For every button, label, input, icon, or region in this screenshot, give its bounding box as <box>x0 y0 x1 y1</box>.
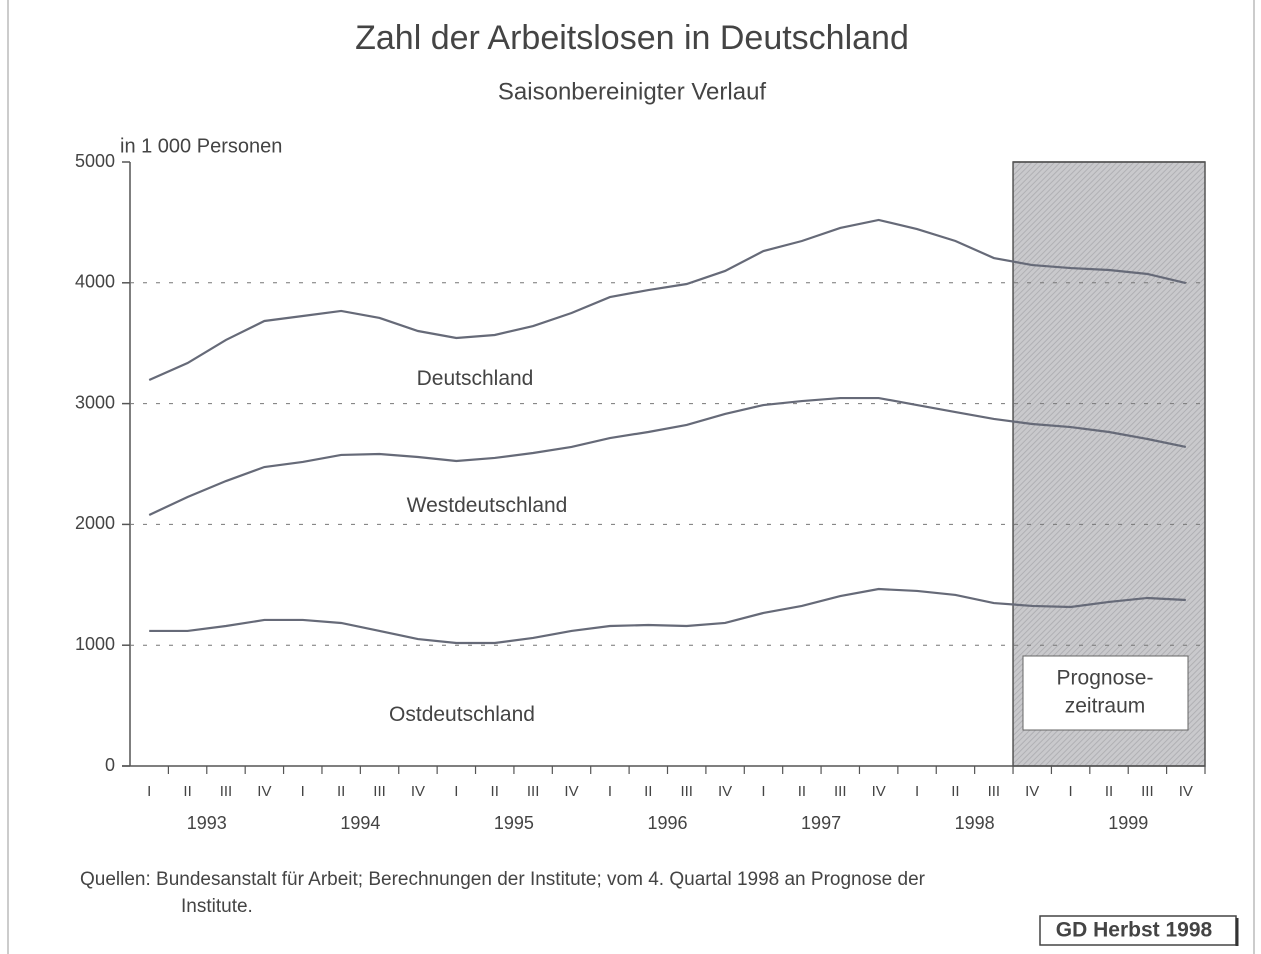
x-tick-label: I <box>454 783 458 800</box>
x-tick-label: III <box>527 783 540 800</box>
forecast-label: Prognose- <box>1057 667 1154 690</box>
x-tick-label: IV <box>872 783 886 800</box>
y-tick-label: 2000 <box>75 513 115 533</box>
x-tick-label: III <box>220 783 233 800</box>
x-tick-label: II <box>1105 783 1113 800</box>
x-tick-label: II <box>798 783 806 800</box>
x-tick-label: I <box>1069 783 1073 800</box>
year-label: 1999 <box>1108 813 1148 833</box>
x-tick-label: I <box>301 783 305 800</box>
x-tick-label: I <box>761 783 765 800</box>
y-axis-label: in 1 000 Personen <box>120 135 282 157</box>
badge: GD Herbst 1998 <box>1056 919 1213 942</box>
y-tick-label: 4000 <box>75 272 115 292</box>
y-tick-label: 3000 <box>75 392 115 412</box>
x-tick-label: IV <box>564 783 578 800</box>
year-label: 1997 <box>801 813 841 833</box>
x-tick-label: I <box>608 783 612 800</box>
series-label: Deutschland <box>417 367 534 390</box>
series-line <box>148 218 1187 382</box>
series-label: Ostdeutschland <box>389 703 535 726</box>
source: Quellen: Bundesanstalt für Arbeit; Berec… <box>80 869 926 890</box>
x-tick-label: IV <box>257 783 271 800</box>
y-tick-label: 1000 <box>75 634 115 654</box>
x-tick-label: I <box>915 783 919 800</box>
x-tick-label: IV <box>1025 783 1039 800</box>
x-tick-label: II <box>337 783 345 800</box>
x-tick-label: I <box>147 783 151 800</box>
year-label: 1998 <box>955 813 995 833</box>
x-tick-label: III <box>680 783 693 800</box>
forecast-label: zeitraum <box>1065 695 1146 718</box>
x-tick-label: IV <box>1179 783 1193 800</box>
y-tick-label: 5000 <box>75 151 115 171</box>
series-line <box>148 396 1187 516</box>
x-tick-label: II <box>951 783 959 800</box>
year-label: 1995 <box>494 813 534 833</box>
x-tick-label: III <box>373 783 386 800</box>
x-tick-label: II <box>644 783 652 800</box>
chart-subtitle: Saisonbereinigter Verlauf <box>498 78 767 105</box>
x-tick-label: III <box>1141 783 1154 800</box>
x-tick-label: IV <box>411 783 425 800</box>
x-tick-label: II <box>183 783 191 800</box>
x-tick-label: II <box>491 783 499 800</box>
x-tick-label: IV <box>718 783 732 800</box>
chart-title: Zahl der Arbeitslosen in Deutschland <box>355 19 909 57</box>
x-tick-label: III <box>834 783 847 800</box>
y-tick-label: 0 <box>105 755 115 775</box>
year-label: 1994 <box>340 813 380 833</box>
forecast-label-box <box>1022 655 1189 731</box>
source: Institute. <box>181 896 253 917</box>
series-label: Westdeutschland <box>407 494 568 517</box>
x-tick-label: III <box>988 783 1001 800</box>
series-line <box>149 587 1186 645</box>
year-label: 1996 <box>647 813 687 833</box>
year-label: 1993 <box>187 813 227 833</box>
